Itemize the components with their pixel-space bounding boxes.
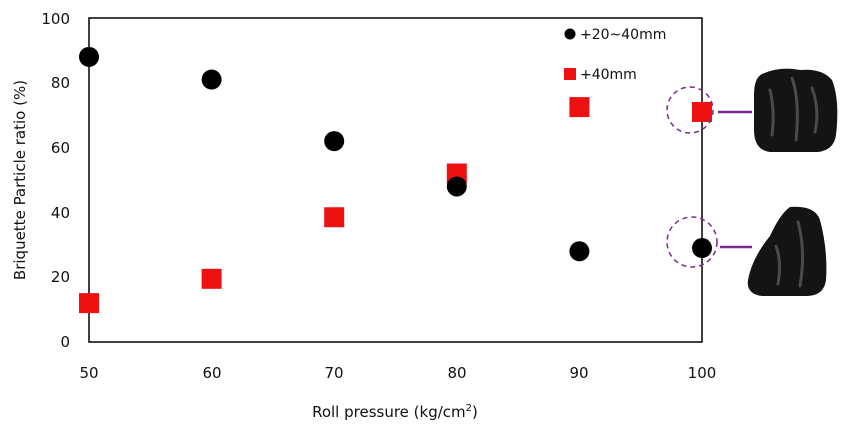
briquette-photo-small: [747, 206, 827, 296]
point-20-40mm-60: [201, 69, 222, 90]
legend: +20~40mm +40mm: [564, 27, 666, 83]
x-tick-70: 70: [324, 364, 343, 382]
point-20-40mm-90: [569, 241, 590, 262]
y-tick-labels: 0 20 40 60 80 100: [41, 10, 70, 351]
briquette-large-highlight: [768, 76, 819, 142]
x-axis-title-close: ): [472, 403, 478, 421]
point-40mm-50: [79, 293, 99, 314]
legend-marker-square: [564, 68, 576, 80]
annotations: [666, 68, 838, 296]
y-tick-80: 80: [51, 74, 70, 92]
briquette-photo-large: [754, 68, 838, 152]
y-tick-40: 40: [51, 204, 70, 222]
point-40mm-60: [201, 268, 222, 289]
point-40mm-90: [569, 97, 590, 118]
highlight-circle-20-40mm: [666, 216, 718, 268]
y-tick-20: 20: [51, 268, 70, 286]
legend-label-40mm: +40mm: [580, 67, 637, 83]
x-tick-100: 100: [688, 364, 717, 382]
y-tick-100: 100: [41, 10, 70, 28]
plot-frame: [88, 17, 703, 343]
legend-marker-circle: [564, 28, 576, 40]
x-tick-90: 90: [569, 364, 588, 382]
point-20-40mm-80: [446, 176, 467, 197]
highlight-circle-40mm: [666, 86, 714, 134]
point-40mm-70: [324, 207, 345, 228]
x-tick-50: 50: [79, 364, 98, 382]
briquette-small-body: [747, 206, 827, 296]
x-tick-60: 60: [202, 364, 221, 382]
point-20-40mm-100: [692, 238, 712, 259]
legend-label-20-40mm: +20~40mm: [580, 27, 666, 43]
y-tick-0: 0: [60, 333, 70, 351]
x-axis-title: Roll pressure (kg/cm2): [312, 403, 478, 421]
y-tick-60: 60: [51, 139, 70, 157]
data-marks: [79, 46, 712, 314]
x-tick-80: 80: [447, 364, 466, 382]
x-tick-labels: 50 60 70 80 90 100: [79, 364, 716, 382]
point-40mm-100: [692, 101, 712, 122]
x-axis-title-main: Roll pressure (kg/cm: [312, 403, 466, 421]
x-axis-title-superscript: 2: [466, 403, 472, 414]
y-axis-title: Briquette Particle ratio (%): [11, 80, 29, 280]
point-20-40mm-70: [324, 131, 345, 152]
point-20-40mm-50: [79, 46, 99, 67]
briquette-small-highlight: [774, 220, 805, 288]
